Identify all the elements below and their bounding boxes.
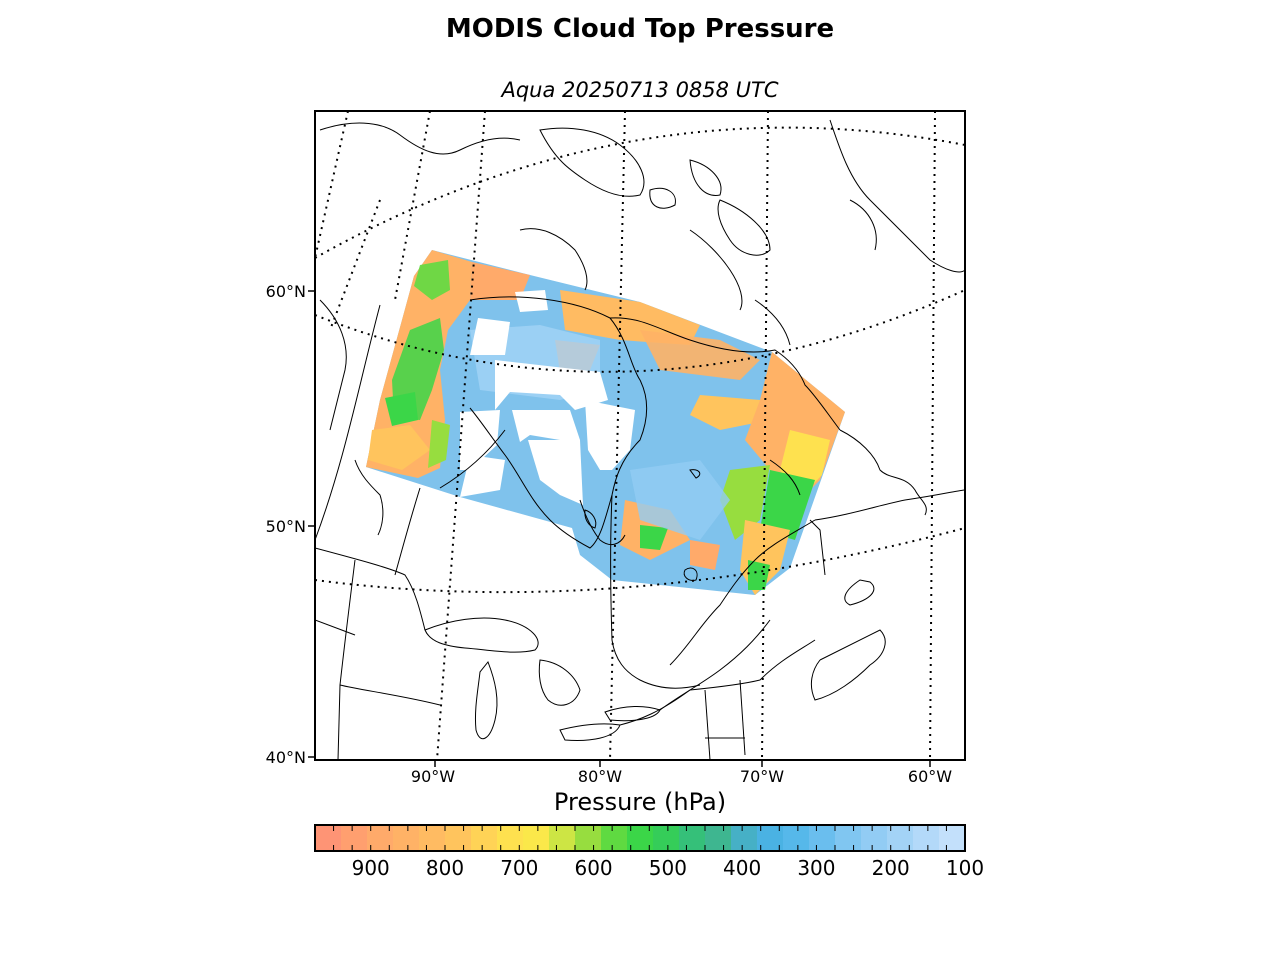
colorbar	[315, 825, 966, 851]
lat-label-60n: 60°N	[266, 282, 306, 301]
page-title: MODIS Cloud Top Pressure	[445, 14, 835, 44]
colorbar-segment	[835, 825, 862, 851]
colorbar-segment	[471, 825, 498, 851]
axis-ticks	[308, 290, 931, 767]
coastlines	[315, 119, 965, 760]
colorbar-tick-label: 100	[945, 856, 985, 880]
colorbar-segment	[809, 825, 836, 851]
colorbar-segment	[679, 825, 706, 851]
colorbar-tick-label: 200	[871, 856, 910, 880]
map-subtitle: Aqua 20250713 0858 UTC	[501, 78, 779, 102]
cloud-swath	[366, 250, 845, 595]
lon-label-90w: 90°W	[411, 767, 455, 786]
colorbar-segment	[783, 825, 810, 851]
colorbar-segment	[393, 825, 420, 851]
colorbar-label: Pressure (hPa)	[553, 788, 727, 816]
colorbar-segment	[731, 825, 758, 851]
colorbar-tick-label: 600	[574, 856, 613, 880]
colorbar-tick-label: 500	[648, 856, 687, 880]
colorbar-segment	[861, 825, 888, 851]
colorbar-tick-label: 300	[797, 856, 836, 880]
colorbar-tick-label: 400	[723, 856, 762, 880]
lat-label-40n: 40°N	[266, 748, 306, 767]
lat-label-50n: 50°N	[266, 517, 306, 536]
colorbar-segment	[653, 825, 680, 851]
colorbar-tick-label: 800	[425, 856, 465, 880]
colorbar-segment	[549, 825, 576, 851]
colorbar-segment	[705, 825, 732, 851]
colorbar-frame	[314, 824, 966, 852]
colorbar-tick-label: 900	[351, 856, 390, 880]
colorbar-segment	[341, 825, 368, 851]
colorbar-segment	[601, 825, 628, 851]
colorbar-tick-label: 700	[500, 856, 539, 880]
colorbar-segment	[939, 825, 966, 851]
map-frame	[314, 110, 966, 761]
colorbar-segment	[575, 825, 602, 851]
colorbar-segment	[913, 825, 940, 851]
colorbar-segment	[445, 825, 472, 851]
colorbar-segment	[523, 825, 550, 851]
colorbar-segment	[315, 825, 342, 851]
map-area[interactable]	[315, 111, 965, 760]
lon-label-60w: 60°W	[908, 767, 952, 786]
lon-label-80w: 80°W	[578, 767, 622, 786]
lon-label-70w: 70°W	[740, 767, 784, 786]
colorbar-segment	[419, 825, 446, 851]
graticule	[315, 111, 965, 760]
